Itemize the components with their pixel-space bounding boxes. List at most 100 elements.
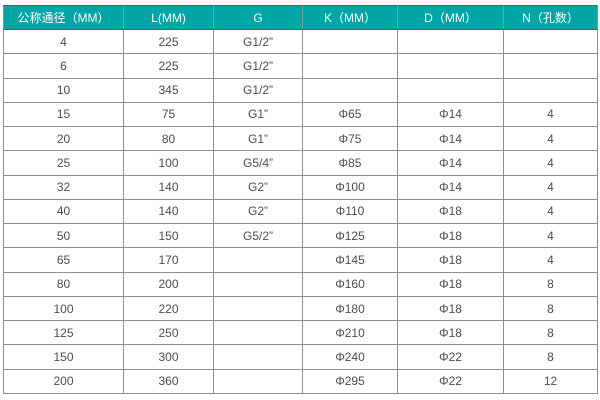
cell-d-mm: Φ22 xyxy=(397,368,504,395)
cell-l-mm: 225 xyxy=(123,53,214,79)
cell-g xyxy=(213,271,303,297)
cell-nominal-diameter: 6 xyxy=(3,53,124,79)
cell-k-mm: Φ160 xyxy=(302,271,398,297)
cell-l-mm: 150 xyxy=(123,223,214,249)
cell-n-holes: 4 xyxy=(503,101,598,128)
table-row: 125 250 Φ210 Φ18 8 xyxy=(3,320,598,346)
table-row: 6 225 G1/2” xyxy=(3,53,598,79)
table-row: 100 220 Φ180 Φ18 8 xyxy=(3,295,598,322)
cell-nominal-diameter: 100 xyxy=(3,295,124,322)
table-row: 50 150 G5/2” Φ125 Φ18 4 xyxy=(3,223,598,249)
dimension-spec-table: 公称通径（MM） L(MM) G K（MM） D（MM） N（孔数） 4 225… xyxy=(3,5,598,395)
table-row: 200 360 Φ295 Φ22 12 xyxy=(3,368,598,395)
table-row: 150 300 Φ240 Φ22 8 xyxy=(3,344,598,370)
cell-l-mm: 140 xyxy=(123,174,214,200)
table-row: 65 170 Φ145 Φ18 4 xyxy=(3,247,598,273)
cell-d-mm: Φ14 xyxy=(397,174,504,200)
cell-g: G1/2” xyxy=(213,53,303,79)
cell-g: G1” xyxy=(213,126,303,152)
cell-d-mm xyxy=(397,77,504,103)
cell-g: G1/2” xyxy=(213,28,303,55)
cell-d-mm: Φ18 xyxy=(397,271,504,297)
cell-l-mm: 250 xyxy=(123,320,214,346)
dimension-spec-table-container: 公称通径（MM） L(MM) G K（MM） D（MM） N（孔数） 4 225… xyxy=(3,5,598,395)
cell-d-mm: Φ14 xyxy=(397,126,504,152)
cell-l-mm: 140 xyxy=(123,198,214,225)
table-row: 10 345 G1/2” xyxy=(3,77,598,103)
cell-nominal-diameter: 4 xyxy=(3,28,124,55)
cell-k-mm: Φ125 xyxy=(302,223,398,249)
cell-g: G1” xyxy=(213,101,303,128)
table-header-row: 公称通径（MM） L(MM) G K（MM） D（MM） N（孔数） xyxy=(3,5,598,30)
cell-n-holes: 4 xyxy=(503,223,598,249)
cell-k-mm: Φ210 xyxy=(302,320,398,346)
cell-nominal-diameter: 50 xyxy=(3,223,124,249)
cell-k-mm xyxy=(302,77,398,103)
cell-nominal-diameter: 80 xyxy=(3,271,124,297)
table-row: 15 75 G1” Φ65 Φ14 4 xyxy=(3,101,598,128)
cell-nominal-diameter: 150 xyxy=(3,344,124,370)
cell-n-holes: 4 xyxy=(503,247,598,273)
cell-nominal-diameter: 10 xyxy=(3,77,124,103)
cell-g xyxy=(213,295,303,322)
cell-nominal-diameter: 20 xyxy=(3,126,124,152)
table-header: 公称通径（MM） L(MM) G K（MM） D（MM） N（孔数） xyxy=(3,5,598,30)
cell-n-holes: 8 xyxy=(503,295,598,322)
cell-n-holes: 4 xyxy=(503,150,598,176)
cell-l-mm: 200 xyxy=(123,271,214,297)
cell-n-holes xyxy=(503,53,598,79)
cell-g xyxy=(213,344,303,370)
cell-n-holes: 8 xyxy=(503,320,598,346)
cell-k-mm: Φ240 xyxy=(302,344,398,370)
table-row: 80 200 Φ160 Φ18 8 xyxy=(3,271,598,297)
cell-n-holes xyxy=(503,77,598,103)
cell-nominal-diameter: 125 xyxy=(3,320,124,346)
cell-g: G2” xyxy=(213,198,303,225)
cell-l-mm: 360 xyxy=(123,368,214,395)
cell-l-mm: 300 xyxy=(123,344,214,370)
cell-d-mm: Φ18 xyxy=(397,320,504,346)
cell-n-holes: 4 xyxy=(503,198,598,225)
cell-nominal-diameter: 25 xyxy=(3,150,124,176)
cell-nominal-diameter: 200 xyxy=(3,368,124,395)
cell-k-mm: Φ180 xyxy=(302,295,398,322)
cell-l-mm: 345 xyxy=(123,77,214,103)
cell-d-mm: Φ18 xyxy=(397,247,504,273)
cell-n-holes: 8 xyxy=(503,271,598,297)
cell-k-mm: Φ295 xyxy=(302,368,398,395)
cell-g: G5/4” xyxy=(213,150,303,176)
cell-g: G5/2” xyxy=(213,223,303,249)
column-header-g: G xyxy=(213,5,303,30)
cell-k-mm: Φ75 xyxy=(302,126,398,152)
column-header-nominal-diameter: 公称通径（MM） xyxy=(3,5,124,30)
table-row: 25 100 G5/4” Φ85 Φ14 4 xyxy=(3,150,598,176)
cell-d-mm: Φ14 xyxy=(397,101,504,128)
cell-k-mm: Φ145 xyxy=(302,247,398,273)
cell-l-mm: 170 xyxy=(123,247,214,273)
cell-nominal-diameter: 65 xyxy=(3,247,124,273)
cell-d-mm xyxy=(397,53,504,79)
cell-g xyxy=(213,247,303,273)
cell-k-mm: Φ100 xyxy=(302,174,398,200)
cell-d-mm: Φ18 xyxy=(397,198,504,225)
cell-k-mm: Φ65 xyxy=(302,101,398,128)
cell-d-mm: Φ14 xyxy=(397,150,504,176)
cell-n-holes: 4 xyxy=(503,126,598,152)
column-header-k-mm: K（MM） xyxy=(302,5,398,30)
table-row: 40 140 G2” Φ110 Φ18 4 xyxy=(3,198,598,225)
table-row: 32 140 G2” Φ100 Φ14 4 xyxy=(3,174,598,200)
table-row: 4 225 G1/2” xyxy=(3,28,598,55)
cell-k-mm: Φ85 xyxy=(302,150,398,176)
cell-k-mm: Φ110 xyxy=(302,198,398,225)
cell-n-holes xyxy=(503,28,598,55)
cell-d-mm: Φ22 xyxy=(397,344,504,370)
cell-g: G2” xyxy=(213,174,303,200)
cell-n-holes: 8 xyxy=(503,344,598,370)
cell-d-mm: Φ18 xyxy=(397,295,504,322)
cell-d-mm xyxy=(397,28,504,55)
cell-g xyxy=(213,368,303,395)
table-body: 4 225 G1/2” 6 225 G1/2” 10 345 G1/2” 15 … xyxy=(3,28,598,395)
cell-nominal-diameter: 32 xyxy=(3,174,124,200)
cell-d-mm: Φ18 xyxy=(397,223,504,249)
cell-l-mm: 225 xyxy=(123,28,214,55)
